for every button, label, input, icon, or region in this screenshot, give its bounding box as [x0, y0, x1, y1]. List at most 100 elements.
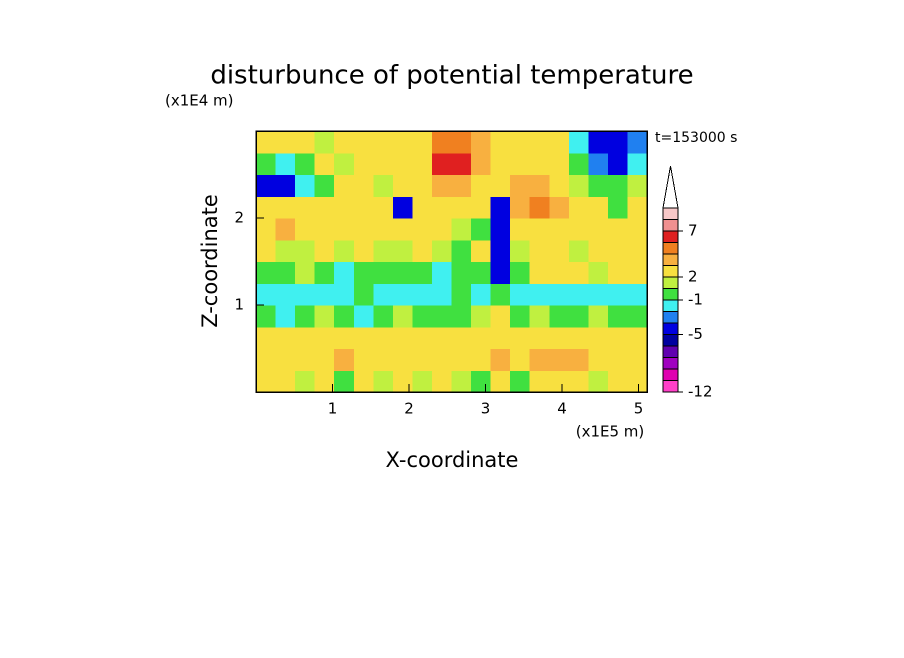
contour-cell	[275, 370, 296, 393]
contour-cell	[275, 218, 296, 241]
colorbar-box	[662, 242, 679, 255]
contour-cell	[510, 218, 531, 241]
y-unit-label: (x1E4 m)	[165, 92, 234, 110]
contour-cell	[490, 174, 511, 197]
colorbar-box	[662, 299, 679, 312]
colorbar-label: -5	[688, 325, 703, 343]
colorbar-label: 7	[688, 222, 698, 240]
contour-cell	[607, 326, 629, 350]
contour-cell	[490, 152, 511, 176]
contour-cell	[549, 370, 570, 393]
contour-cell	[549, 196, 570, 219]
x-tick-label: 1	[328, 400, 338, 418]
colorbar-label: -12	[688, 383, 713, 401]
contour-cell	[471, 370, 492, 393]
contour-cell	[256, 283, 277, 306]
contour-cell	[607, 283, 629, 306]
contour-cell	[588, 218, 609, 241]
contour-cell	[412, 131, 433, 154]
contour-cell	[607, 196, 629, 219]
contour-cell	[510, 239, 531, 263]
contour-cell	[334, 196, 355, 219]
contour-cell	[490, 326, 511, 350]
contour-cell	[451, 152, 472, 176]
contour-cell	[471, 348, 492, 371]
contour-cell	[471, 326, 492, 350]
contour-cell	[392, 131, 413, 154]
contour-cell	[588, 174, 609, 197]
contour-cell	[490, 283, 511, 306]
contour-cell	[353, 283, 374, 306]
contour-cell	[568, 196, 589, 219]
contour-cell	[627, 218, 648, 241]
contour-cell	[392, 152, 413, 176]
contour-cell	[392, 174, 413, 197]
contour-cell	[568, 131, 589, 154]
contour-cell	[510, 370, 531, 393]
contour-cell	[412, 218, 433, 241]
contour-cell	[334, 131, 355, 154]
contour-cell	[568, 283, 589, 306]
contour-cell	[353, 152, 374, 176]
contour-cell	[314, 348, 335, 371]
contour-cell	[353, 239, 374, 263]
contour-cell	[256, 326, 277, 350]
contour-cell	[314, 370, 335, 393]
contour-cell	[314, 305, 335, 328]
contour-cell	[275, 239, 296, 263]
contour-cell	[373, 283, 394, 306]
contour-cell	[373, 152, 394, 176]
contour-cell	[314, 196, 335, 219]
contour-cell	[529, 370, 550, 393]
contour-cell	[412, 348, 433, 371]
contour-cell	[510, 196, 531, 219]
contour-cell	[373, 370, 394, 393]
contour-cell	[392, 218, 413, 241]
contour-cell	[627, 370, 648, 393]
contour-cell	[256, 218, 277, 241]
contour-cell	[549, 239, 570, 263]
contour-cell	[431, 239, 453, 263]
contour-cell	[353, 305, 374, 328]
contour-cell	[588, 283, 609, 306]
x-tick-label: 4	[557, 400, 567, 418]
contour-cell	[529, 196, 550, 219]
contour-cell	[256, 348, 277, 371]
contour-cell	[471, 305, 492, 328]
contour-cell	[353, 348, 374, 371]
contour-cell	[392, 305, 413, 328]
contour-cell	[256, 305, 277, 328]
contour-cell	[334, 174, 355, 197]
y-tick-label: 1	[234, 296, 244, 314]
contour-field	[256, 131, 648, 393]
contour-cell	[295, 174, 316, 197]
contour-cell	[510, 261, 531, 284]
contour-cell	[275, 261, 296, 284]
contour-cell	[451, 305, 472, 328]
contour-cell	[451, 174, 472, 197]
contour-cell	[431, 196, 453, 219]
contour-cell	[256, 174, 277, 197]
contour-cell	[334, 370, 355, 393]
contour-cell	[431, 305, 453, 328]
contour-cell	[412, 326, 433, 350]
contour-cell	[373, 131, 394, 154]
contour-cell	[471, 261, 492, 284]
contour-cell	[529, 283, 550, 306]
contour-cell	[607, 174, 629, 197]
contour-cell	[529, 261, 550, 284]
contour-cell	[627, 326, 648, 350]
contour-cell	[353, 196, 374, 219]
contour-cell	[412, 370, 433, 393]
contour-cell	[373, 196, 394, 219]
contour-cell	[451, 326, 472, 350]
contour-cell	[353, 218, 374, 241]
contour-cell	[392, 283, 413, 306]
contour-cell	[334, 348, 355, 371]
contour-cell	[334, 283, 355, 306]
contour-cell	[295, 261, 316, 284]
contour-cell	[392, 326, 413, 350]
contour-cell	[431, 218, 453, 241]
colorbar-box	[662, 345, 679, 358]
contour-cell	[490, 196, 511, 219]
